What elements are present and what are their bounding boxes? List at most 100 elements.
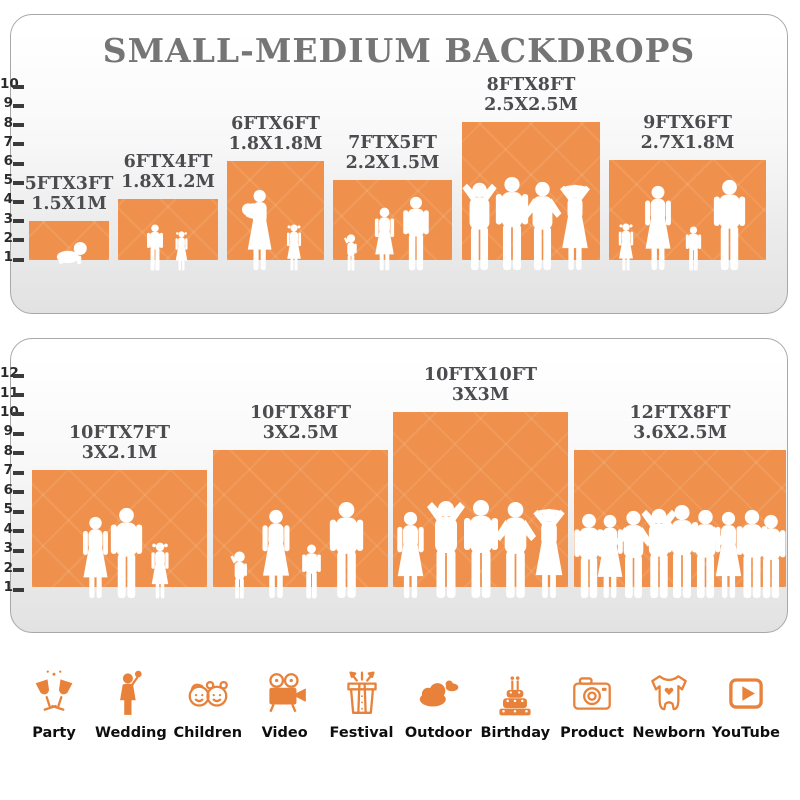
silhouette-woman bbox=[392, 511, 429, 599]
ruler-number: 11 bbox=[0, 384, 19, 401]
backdrop-size-m: 2.7X1.8M bbox=[640, 133, 735, 153]
silhouette-boy bbox=[145, 224, 165, 271]
backdrop-size-ft: 10FTX8FT bbox=[249, 403, 352, 423]
ruler-tick-mark bbox=[13, 123, 24, 128]
silhouette-man bbox=[460, 499, 502, 599]
backdrop-size-m: 3X2.1M bbox=[81, 443, 158, 463]
category-label: Children bbox=[173, 725, 243, 741]
youtube-icon bbox=[721, 662, 771, 718]
backdrop-rect bbox=[118, 199, 218, 260]
silhouette-man bbox=[107, 507, 146, 599]
ruler-tick-mark bbox=[13, 257, 24, 262]
party-icon bbox=[29, 662, 79, 718]
category-label: Party bbox=[32, 725, 76, 741]
ruler-tick-mark bbox=[13, 587, 24, 592]
ruler-number: 9 bbox=[3, 95, 13, 112]
video-icon bbox=[260, 662, 310, 718]
category-item: Wedding bbox=[95, 662, 167, 741]
ruler-number: 2 bbox=[3, 229, 13, 246]
category-label: Birthday bbox=[480, 725, 551, 741]
backdrop-size-ft: 9FTX6FT bbox=[643, 113, 732, 133]
festival-icon bbox=[337, 662, 387, 718]
ruler-number: 6 bbox=[3, 153, 13, 169]
ruler-tick-mark bbox=[13, 180, 24, 185]
backdrop-size-ft: 8FTX8FT bbox=[486, 75, 576, 95]
category-label: Festival bbox=[329, 725, 394, 741]
ruler-tick-mark bbox=[13, 142, 24, 147]
birthday-icon bbox=[490, 662, 540, 718]
category-label: Outdoor bbox=[404, 725, 472, 741]
silhouette-woman-baby bbox=[239, 189, 277, 271]
backdrop-size-label: 7FTX5FT 2.2X1.5M bbox=[346, 133, 440, 173]
backdrop-size-m: 3.6X2.5M bbox=[633, 423, 727, 443]
ruler-number: 1 bbox=[3, 579, 13, 595]
backdrop-size-ft: 5FTX3FT bbox=[24, 174, 114, 194]
category-item: Party bbox=[18, 662, 90, 741]
category-item: Outdoor bbox=[402, 662, 474, 741]
category-label: YouTube bbox=[711, 725, 781, 741]
backdrop-size-label: 6FTX6FT 1.8X1.8M bbox=[229, 114, 323, 154]
silhouette-man bbox=[571, 513, 607, 599]
ruler-tick-mark bbox=[13, 238, 24, 243]
backdrop-size-m: 2.2X1.5M bbox=[345, 153, 440, 173]
category-row: Party Wedding Children Video Festival Outdoor… bbox=[18, 662, 782, 741]
children-icon bbox=[183, 662, 233, 718]
silhouette-man-head bbox=[421, 499, 471, 599]
ruler-number: 12 bbox=[0, 365, 19, 382]
backdrop-size-label: 10FTX10FT 3X3M bbox=[424, 365, 537, 405]
backdrop-size-ft: 7FTX5FT bbox=[348, 133, 437, 153]
backdrop-size-m: 3X2.5M bbox=[262, 423, 339, 443]
category-item: Video bbox=[249, 662, 321, 741]
silhouette-girl bbox=[173, 231, 190, 271]
ruler-tick-mark bbox=[13, 161, 24, 166]
ruler-number: 5 bbox=[3, 172, 13, 189]
ruler-number: 6 bbox=[3, 481, 13, 498]
silhouette-man-head bbox=[636, 507, 682, 599]
backdrop-size-label: 9FTX6FT 2.7X1.8M bbox=[641, 113, 735, 153]
backdrop-size-label: 10FTX7FT 3X2.1M bbox=[69, 423, 170, 463]
silhouette-man-hips bbox=[520, 181, 565, 271]
silhouette-girl bbox=[616, 223, 636, 271]
silhouette-woman bbox=[371, 207, 398, 271]
backdrop-size-label: 6FTX4FT 1.8X1.2M bbox=[121, 152, 215, 192]
silhouette-man bbox=[326, 501, 367, 599]
ruler-number: 3 bbox=[3, 540, 13, 557]
ruler-tick-mark bbox=[13, 219, 24, 224]
ruler-number: 8 bbox=[3, 114, 13, 131]
backdrop-size-m: 1.5X1M bbox=[31, 194, 107, 214]
ruler-tick-mark bbox=[13, 529, 24, 534]
silhouette-man bbox=[733, 509, 771, 599]
ruler-tick-mark bbox=[13, 548, 24, 553]
product-icon bbox=[567, 662, 617, 718]
outdoor-icon bbox=[413, 662, 463, 718]
category-item: Newborn bbox=[632, 662, 706, 741]
ruler-number: 5 bbox=[3, 501, 13, 518]
backdrop-size-ft: 10FTX7FT bbox=[68, 423, 171, 443]
silhouette-toddler bbox=[343, 234, 359, 271]
backdrop-size-m: 2.5X2.5M bbox=[484, 95, 578, 115]
category-item: Children bbox=[172, 662, 244, 741]
ruler-number: 4 bbox=[3, 191, 13, 208]
ruler-tick-mark bbox=[13, 568, 24, 573]
ruler-tick-mark bbox=[13, 393, 24, 397]
ruler-tick-mark bbox=[13, 470, 24, 475]
backdrop-size-label: 12FTX8FT 3.6X2.5M bbox=[629, 403, 730, 443]
category-label: Wedding bbox=[95, 725, 167, 741]
ruler-tick-mark bbox=[13, 490, 24, 495]
backdrop-size-ft: 10FTX10FT bbox=[423, 365, 538, 385]
silhouette-girl bbox=[148, 542, 172, 599]
silhouette-man bbox=[710, 179, 749, 271]
ruler-number: 10 bbox=[0, 403, 19, 420]
wedding-icon bbox=[106, 662, 156, 718]
silhouette-woman bbox=[257, 509, 295, 599]
category-item: Birthday bbox=[479, 662, 551, 741]
ruler-tick-mark bbox=[13, 431, 24, 436]
ruler-tick-mark bbox=[13, 103, 24, 108]
backdrop-size-label: 10FTX8FT 3X2.5M bbox=[250, 403, 351, 443]
ruler-tick-mark bbox=[13, 451, 24, 456]
silhouette-woman bbox=[78, 516, 113, 599]
ruler-tick-mark bbox=[13, 412, 24, 417]
backdrop-size-m: 3X3M bbox=[451, 385, 510, 405]
backdrop-size-ft: 6FTX6FT bbox=[231, 114, 320, 134]
